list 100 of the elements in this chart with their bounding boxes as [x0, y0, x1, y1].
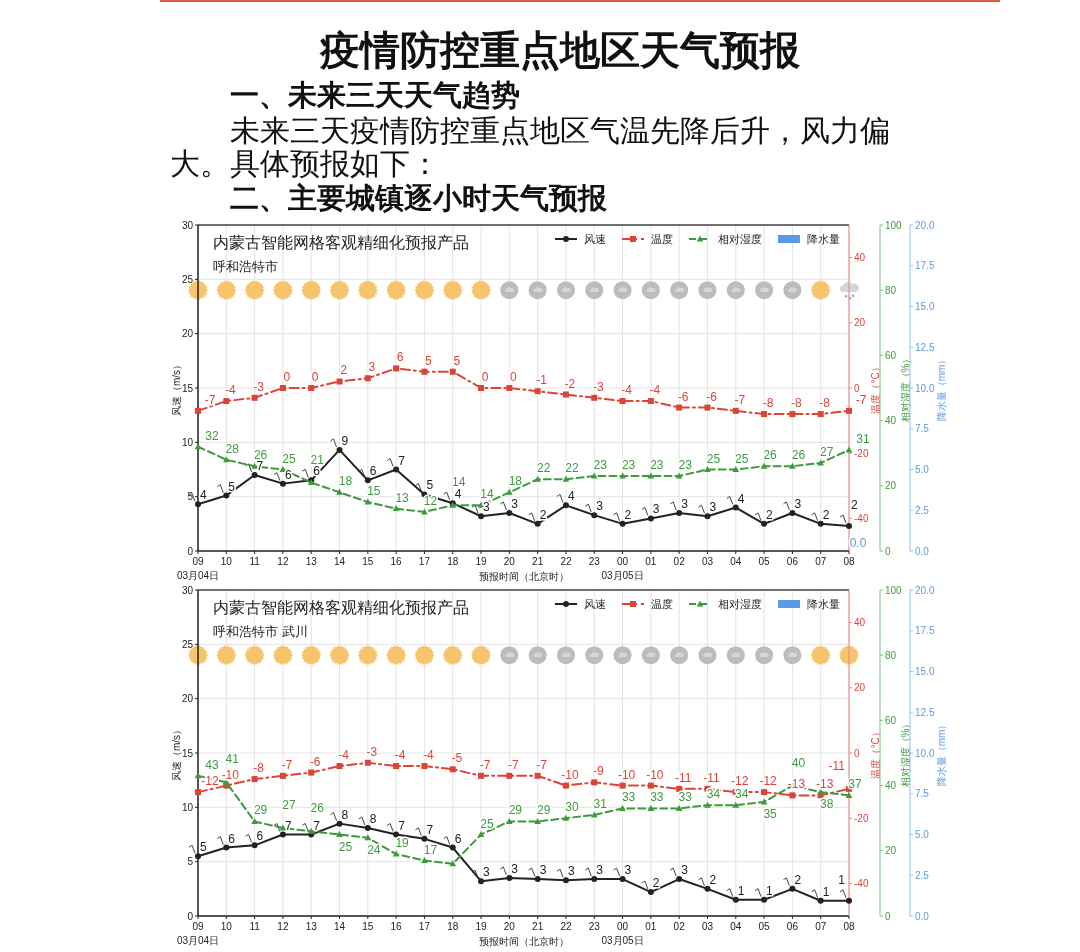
y3-tick-label: 0: [885, 545, 891, 557]
data-label: -10: [221, 767, 240, 782]
x-axis-title: 预报时间（北京时）: [478, 936, 569, 947]
point: [619, 804, 626, 811]
data-label: -7: [204, 392, 216, 407]
y2-tick-label: -20: [854, 812, 869, 824]
y-tick-label: 0: [187, 545, 194, 557]
x-tick-label: 00 03月05日: [601, 921, 644, 946]
y-tick-label: 7.5: [915, 423, 930, 435]
point: [647, 472, 655, 479]
data-label: 25: [282, 451, 296, 466]
data-label: 8: [341, 807, 349, 822]
data-label: 2: [794, 872, 802, 887]
data-label: 22: [565, 461, 579, 476]
x-tick-label: 15: [362, 921, 374, 932]
point: [534, 475, 541, 482]
y-tick-label: 15: [181, 747, 194, 759]
data-label: 25: [480, 816, 495, 831]
data-label: 6: [396, 350, 404, 365]
data-label: 30: [565, 800, 579, 815]
data-label: 2: [539, 507, 547, 522]
point: [223, 492, 230, 499]
x-tick-label: 04: [730, 921, 742, 932]
x-tick-label: 00 03月05日: [601, 556, 644, 581]
x-tick-label: 08: [843, 556, 855, 567]
y-tick-label: 2.5: [915, 504, 930, 516]
x-tick-label: 10: [220, 921, 233, 932]
x-tick-label: 18: [447, 556, 459, 567]
data-label: -11: [703, 770, 721, 785]
data-label: -12: [759, 774, 778, 789]
point: [392, 850, 400, 857]
point: [506, 385, 513, 391]
y-tick-label: 25: [181, 273, 194, 285]
x-tick-label: 03: [701, 921, 714, 932]
point: [732, 407, 739, 414]
data-label: -4: [338, 748, 350, 763]
point: [393, 763, 400, 770]
y2-tick-label: 20: [854, 317, 866, 329]
point: [675, 804, 683, 811]
y-tick-label: 10.0: [915, 382, 935, 394]
point: [364, 375, 371, 382]
data-label: 3: [624, 863, 632, 878]
text: 呼和浩特市: [213, 259, 278, 274]
point: [732, 504, 739, 511]
text: 内蒙古智能网格客观精细化预报产品: [213, 234, 469, 251]
point: [619, 876, 626, 883]
y2-tick-label: 20: [854, 682, 866, 694]
point: [223, 398, 230, 405]
data-label: 18: [508, 474, 523, 489]
point: [619, 782, 626, 789]
data-label: 6: [228, 831, 236, 846]
point: [562, 782, 569, 789]
point: [647, 889, 654, 896]
data-label: 0: [481, 370, 489, 384]
point: [336, 378, 343, 385]
point: [817, 897, 824, 904]
x-tick-label: 04: [730, 556, 742, 567]
point: [534, 388, 541, 395]
data-label: 3: [709, 500, 717, 515]
data-label: 5: [200, 840, 207, 855]
point: [534, 817, 541, 824]
point: [308, 769, 315, 776]
y3-tick-label: 0: [885, 910, 891, 922]
x-tick-label: 14: [333, 556, 346, 567]
data-label: 17: [423, 842, 438, 857]
x-tick-label: 09 03月04日: [176, 921, 220, 946]
point: [562, 814, 570, 821]
data-label: -8: [819, 396, 831, 411]
point: [364, 834, 372, 841]
data-label: 37: [848, 777, 862, 792]
x-tick-label: 05: [758, 921, 771, 932]
data-label: 25: [735, 451, 749, 466]
data-label: -7: [281, 757, 293, 772]
point: [421, 857, 428, 864]
data-label: 2: [340, 363, 348, 378]
point: [761, 520, 768, 527]
y-axis-title: 风速（m/s）: [170, 724, 182, 782]
data-label: 31: [856, 431, 870, 446]
point: [251, 471, 258, 478]
point: [761, 789, 768, 796]
y-axis-title: 降水量（mm）: [935, 719, 947, 787]
x-tick-label: 17: [418, 921, 431, 932]
y3-tick-label: 60: [885, 714, 897, 726]
point: [846, 897, 852, 904]
point: [704, 801, 711, 808]
point: [478, 385, 485, 391]
data-label: 4: [737, 491, 745, 506]
point: [647, 398, 654, 405]
data-label: -1: [536, 373, 548, 388]
data-label: -7: [479, 757, 491, 772]
data-label: 3: [567, 864, 575, 879]
data-label: 3: [652, 502, 660, 517]
data-label: 34: [706, 787, 721, 802]
data-label: 33: [678, 790, 693, 805]
data-label: 7: [313, 818, 321, 833]
point: [817, 788, 824, 795]
point: [534, 520, 541, 527]
y3-tick-label: 40: [885, 415, 897, 427]
x-tick-label: 22: [560, 556, 572, 567]
x-tick-label: 02: [673, 921, 686, 932]
